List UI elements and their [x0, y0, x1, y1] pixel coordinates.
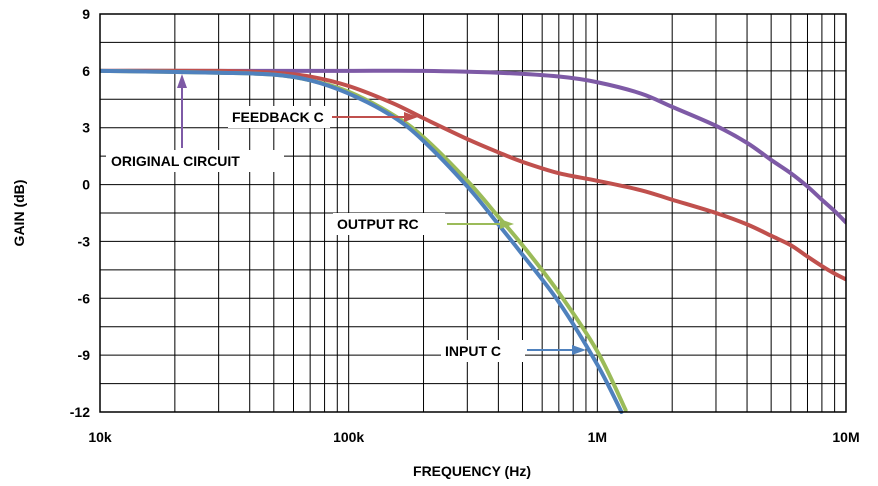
- annotation-output-rc-arrowhead: [500, 219, 514, 229]
- y-tick-label: 6: [82, 63, 90, 79]
- annotation-original-circuit-arrowhead: [177, 74, 187, 88]
- y-tick-label: -6: [78, 290, 91, 306]
- y-tick-label: -12: [70, 404, 90, 420]
- annotation-original-circuit-label: ORIGINAL CIRCUIT: [111, 153, 240, 169]
- annotations: ORIGINAL CIRCUIT FEEDBACK C OUTPUT RC IN…: [106, 74, 586, 362]
- annotation-input-c-label: INPUT C: [445, 343, 501, 359]
- series-layer: [100, 68, 846, 414]
- x-tick-label: 100k: [333, 429, 364, 445]
- annotation-original-circuit-bg: [106, 150, 284, 172]
- x-tick-labels: 10k 100k 1M 10M: [88, 429, 859, 445]
- y-tick-label: 3: [82, 120, 90, 136]
- series-input-c-line: [100, 68, 624, 414]
- y-tick-labels: 9 6 3 0 -3 -6 -9 -12: [70, 6, 90, 420]
- annotation-output-rc-bg: [333, 213, 445, 235]
- series-feedback-c-line: [100, 68, 846, 282]
- annotation-input-c-bg: [441, 340, 525, 362]
- x-tick-label: 1M: [588, 429, 607, 445]
- annotation-input-c-arrowhead: [572, 345, 586, 355]
- x-tick-label: 10k: [88, 429, 112, 445]
- y-tick-label: 9: [82, 6, 90, 22]
- y-tick-label: -9: [78, 347, 91, 363]
- y-tick-label: 0: [82, 177, 90, 193]
- annotation-output-rc-label: OUTPUT RC: [337, 216, 419, 232]
- x-axis-title: FREQUENCY (Hz): [413, 463, 531, 479]
- annotation-feedback-c-label: FEEDBACK C: [232, 109, 324, 125]
- x-tick-label: 10M: [832, 429, 859, 445]
- annotation-feedback-c-arrowhead: [404, 112, 418, 122]
- plot-frame: [99, 13, 847, 413]
- y-tick-label: -3: [78, 233, 91, 249]
- y-axis-title: GAIN (dB): [11, 180, 27, 247]
- annotation-feedback-c-bg: [228, 106, 330, 128]
- series-original-circuit-line: [100, 68, 846, 225]
